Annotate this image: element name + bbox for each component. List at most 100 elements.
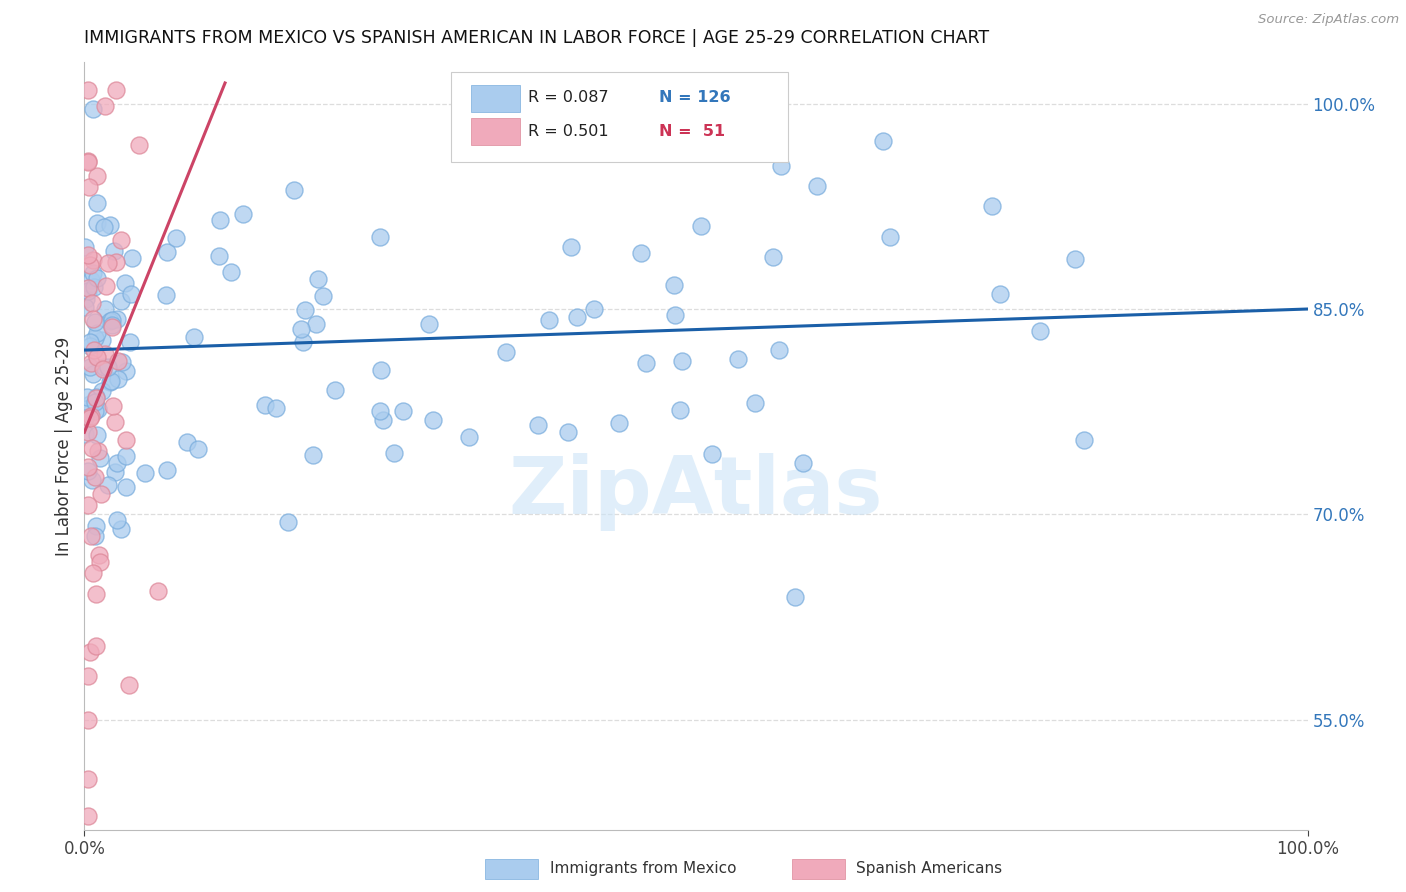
- Point: [768, 343, 790, 357]
- Point: [727, 351, 749, 366]
- Point: [368, 403, 391, 417]
- Point: [879, 230, 901, 244]
- Point: [83, 404, 105, 418]
- Text: N = 126: N = 126: [659, 90, 731, 105]
- Point: [75, 402, 97, 417]
- Point: [80, 528, 103, 542]
- Point: [82, 102, 104, 116]
- Point: [290, 322, 312, 336]
- Point: [103, 244, 125, 259]
- Text: IMMIGRANTS FROM MEXICO VS SPANISH AMERICAN IN LABOR FORCE | AGE 25-29 CORRELATIO: IMMIGRANTS FROM MEXICO VS SPANISH AMERIC…: [84, 29, 990, 47]
- Point: [115, 434, 138, 448]
- Point: [86, 169, 108, 183]
- Point: [495, 344, 517, 359]
- Point: [156, 244, 179, 259]
- Point: [806, 179, 828, 194]
- Point: [370, 363, 392, 377]
- Point: [101, 312, 124, 326]
- Point: [107, 372, 129, 386]
- Point: [77, 180, 100, 194]
- Point: [77, 713, 100, 727]
- Point: [73, 411, 96, 425]
- Point: [107, 353, 129, 368]
- Point: [82, 296, 104, 310]
- Point: [77, 83, 100, 97]
- Point: [79, 339, 101, 353]
- Point: [84, 331, 107, 345]
- Point: [120, 287, 142, 301]
- Point: [97, 478, 120, 492]
- Point: [86, 326, 108, 340]
- Point: [634, 356, 657, 370]
- Point: [664, 277, 686, 292]
- Text: ZipAtlas: ZipAtlas: [509, 453, 883, 531]
- Point: [104, 83, 127, 97]
- Point: [80, 356, 103, 370]
- Point: [156, 463, 179, 477]
- Point: [148, 584, 170, 599]
- Point: [208, 249, 231, 263]
- Point: [872, 134, 894, 148]
- Point: [114, 480, 136, 494]
- Point: [305, 317, 328, 331]
- Point: [294, 303, 316, 318]
- Point: [785, 590, 807, 604]
- Point: [118, 335, 141, 350]
- Point: [91, 384, 114, 398]
- Point: [302, 449, 325, 463]
- Point: [111, 355, 134, 369]
- Point: [84, 529, 107, 543]
- FancyBboxPatch shape: [471, 85, 520, 112]
- Point: [981, 199, 1004, 213]
- Point: [82, 266, 104, 280]
- Point: [89, 555, 111, 569]
- Point: [668, 402, 690, 417]
- Point: [537, 312, 560, 326]
- Point: [115, 364, 138, 378]
- Point: [84, 469, 107, 483]
- Point: [91, 333, 114, 347]
- Point: [101, 320, 124, 334]
- Point: [93, 359, 115, 374]
- Point: [458, 430, 481, 444]
- Point: [176, 434, 198, 449]
- Point: [82, 566, 104, 581]
- Point: [155, 288, 177, 302]
- Text: R = 0.501: R = 0.501: [529, 124, 609, 139]
- Point: [77, 498, 100, 512]
- Point: [422, 413, 444, 427]
- Point: [1029, 324, 1052, 338]
- Point: [80, 473, 103, 487]
- Point: [114, 277, 136, 291]
- Point: [84, 390, 107, 404]
- Point: [91, 361, 114, 376]
- Point: [110, 522, 132, 536]
- Point: [94, 98, 117, 112]
- Text: Source: ZipAtlas.com: Source: ZipAtlas.com: [1258, 13, 1399, 27]
- Point: [118, 678, 141, 692]
- Point: [209, 212, 232, 227]
- Point: [79, 397, 101, 411]
- Point: [664, 308, 686, 322]
- Point: [254, 399, 277, 413]
- Point: [79, 335, 101, 350]
- Point: [110, 294, 132, 309]
- Point: [79, 258, 101, 272]
- Point: [97, 359, 120, 374]
- Point: [75, 292, 97, 306]
- Point: [307, 272, 329, 286]
- Point: [80, 409, 103, 423]
- Point: [98, 314, 121, 328]
- Point: [187, 442, 209, 456]
- Point: [82, 367, 104, 381]
- Point: [77, 809, 100, 823]
- Point: [86, 196, 108, 211]
- Text: Immigrants from Mexico: Immigrants from Mexico: [550, 862, 737, 876]
- Point: [83, 315, 105, 329]
- Point: [90, 486, 112, 500]
- Point: [277, 516, 299, 530]
- Point: [101, 399, 124, 413]
- Point: [83, 343, 105, 357]
- Point: [183, 330, 205, 344]
- Point: [104, 466, 127, 480]
